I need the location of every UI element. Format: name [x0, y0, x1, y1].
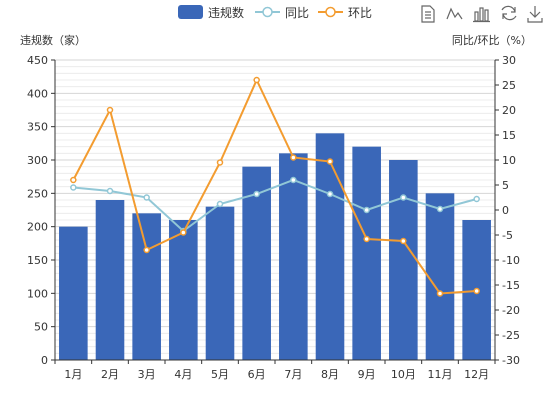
y-right-tick-label: 0: [502, 204, 509, 217]
point-mom-7[interactable]: [290, 154, 297, 161]
restore-icon[interactable]: [501, 5, 517, 21]
y-left-tick-label: 150: [27, 254, 48, 267]
y-left-tick-label: 50: [34, 321, 48, 334]
point-mom-6[interactable]: [253, 76, 260, 84]
bar-7[interactable]: [279, 153, 308, 360]
save-image-icon[interactable]: [527, 6, 543, 23]
y-right-tick-label: 5: [502, 179, 509, 192]
y-left-tick-label: 300: [27, 154, 48, 167]
y-left-tick-label: 350: [27, 121, 48, 134]
x-tick-label: 11月: [428, 368, 453, 381]
y-right-tick-label: 20: [502, 104, 516, 117]
x-tick-label: 6月: [248, 368, 266, 381]
y-right-tick-label: 10: [502, 154, 516, 167]
line-mom: [72, 77, 477, 295]
y-right-tick-label: -5: [502, 229, 513, 242]
bar-6[interactable]: [242, 166, 271, 360]
y-left-tick-label: 450: [27, 54, 48, 67]
point-yoy-11[interactable]: [436, 205, 444, 213]
point-yoy-5[interactable]: [216, 200, 224, 208]
y-right-tick-label: -10: [502, 254, 520, 267]
legend-swatch-yoy-dot: [262, 6, 273, 18]
bar-10[interactable]: [389, 160, 418, 360]
y-left-tick-label: 400: [27, 87, 48, 100]
point-yoy-3[interactable]: [143, 194, 150, 201]
point-mom-1[interactable]: [70, 176, 77, 184]
bar-3[interactable]: [132, 213, 161, 360]
bar-4[interactable]: [169, 220, 198, 360]
y-axis-right-label: 同比/环比（%）: [452, 34, 532, 47]
point-mom-8[interactable]: [326, 158, 334, 165]
bar-11[interactable]: [425, 193, 455, 360]
legend-swatch-mom-dot: [325, 6, 336, 18]
legend-item-yoy[interactable]: 同比: [255, 6, 309, 20]
y-left-tick-label: 200: [27, 221, 48, 234]
line-series: [70, 76, 480, 297]
legend-item-mom[interactable]: 环比: [318, 6, 372, 20]
y-right-tick-label: -20: [502, 304, 520, 317]
legend-label-yoy: 同比: [285, 6, 309, 20]
point-yoy-8[interactable]: [326, 190, 334, 198]
x-tick-label: 3月: [138, 368, 156, 381]
point-yoy-2[interactable]: [106, 187, 114, 195]
bar-1[interactable]: [59, 226, 88, 360]
bar-chart-icon[interactable]: [473, 7, 490, 23]
point-yoy-1[interactable]: [70, 184, 77, 191]
gridlines: [55, 59, 495, 361]
point-mom-4[interactable]: [180, 229, 187, 236]
legend-label-mom: 环比: [348, 6, 372, 20]
point-yoy-9[interactable]: [363, 206, 370, 214]
point-mom-12[interactable]: [473, 287, 480, 295]
y-left-tick-label: 0: [41, 354, 48, 367]
legend: 违规数 同比 环比: [178, 5, 372, 20]
y-right-tick-label: -30: [502, 354, 520, 367]
y-right-tick-label: -25: [502, 329, 520, 342]
point-yoy-6[interactable]: [253, 190, 260, 198]
bar-5[interactable]: [205, 206, 235, 360]
y-right-tick-label: -15: [502, 279, 520, 292]
x-tick-label: 8月: [321, 368, 339, 381]
point-mom-2[interactable]: [106, 106, 114, 114]
point-mom-3[interactable]: [143, 246, 150, 254]
bar-series: [59, 133, 491, 360]
y-left-tick-label: 250: [27, 187, 48, 200]
bar-9[interactable]: [352, 146, 381, 360]
x-tick-label: 9月: [358, 368, 376, 381]
point-mom-5[interactable]: [216, 159, 224, 166]
axes: 050100150200250300350400450-30-25-20-15-…: [27, 54, 520, 381]
x-tick-label: 12月: [464, 368, 489, 381]
point-mom-9[interactable]: [363, 235, 370, 243]
point-yoy-10[interactable]: [400, 194, 407, 201]
y-left-tick-label: 100: [27, 287, 48, 300]
y-right-tick-label: 30: [502, 54, 516, 67]
line-yoy: [73, 178, 477, 233]
point-yoy-12[interactable]: [473, 195, 480, 203]
point-mom-11[interactable]: [436, 290, 444, 297]
x-tick-label: 7月: [284, 368, 302, 381]
x-tick-label: 10月: [391, 368, 416, 381]
line-chart-icon[interactable]: [446, 7, 463, 20]
toolbox: [421, 5, 543, 23]
legend-item-bar[interactable]: 违规数: [178, 5, 244, 20]
data-view-icon[interactable]: [421, 5, 435, 23]
y-right-tick-label: 15: [502, 129, 516, 142]
legend-label-bar: 违规数: [208, 5, 244, 20]
x-tick-label: 1月: [64, 368, 82, 381]
x-tick-label: 5月: [211, 368, 229, 381]
point-yoy-7[interactable]: [290, 176, 297, 184]
y-right-tick-label: 25: [502, 79, 516, 92]
y-axis-left-label: 违规数（家）: [20, 33, 86, 47]
bar-8[interactable]: [315, 133, 345, 360]
x-tick-label: 4月: [174, 368, 192, 381]
bar-2[interactable]: [95, 200, 125, 360]
x-tick-label: 2月: [101, 368, 119, 381]
point-mom-10[interactable]: [400, 237, 407, 245]
legend-swatch-bar: [178, 5, 203, 19]
